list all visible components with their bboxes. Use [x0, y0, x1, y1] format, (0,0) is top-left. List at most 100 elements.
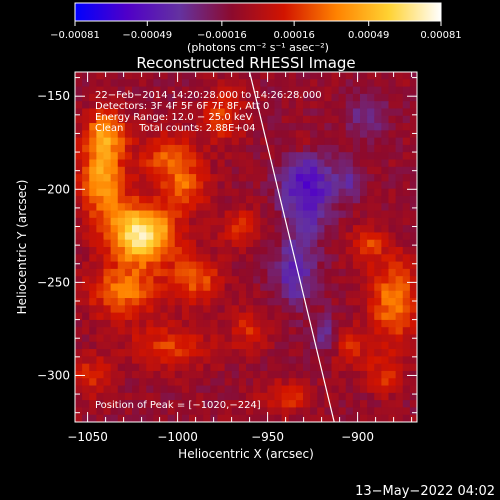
heatmap-cell: [324, 268, 333, 277]
heatmap-cell: [139, 312, 147, 321]
heatmap-cell: [132, 370, 140, 379]
heatmap-cell: [338, 152, 347, 161]
heatmap-cell: [231, 363, 240, 372]
heatmap-cell: [303, 341, 311, 350]
heatmap-cell: [352, 400, 361, 409]
heatmap-cell: [352, 334, 361, 343]
heatmap-cell: [288, 181, 297, 190]
heatmap-cell: [374, 356, 382, 365]
heatmap-cell: [395, 203, 404, 212]
heatmap-cell: [210, 305, 219, 314]
heatmap-cell: [89, 254, 97, 263]
heatmap-cell: [174, 159, 183, 168]
heatmap-cell: [238, 130, 247, 139]
heatmap-cell: [367, 217, 375, 226]
heatmap-cell: [246, 319, 254, 328]
heatmap-cell: [203, 261, 211, 270]
heatmap-cell: [246, 239, 254, 248]
heatmap-cell: [246, 298, 254, 306]
heatmap-cell: [124, 268, 133, 277]
heatmap-cell: [288, 239, 297, 248]
heatmap-cell: [96, 232, 105, 241]
heatmap-cell: [110, 181, 119, 190]
heatmap-cell: [238, 79, 247, 88]
heatmap-cell: [174, 152, 183, 161]
heatmap-cell: [253, 327, 261, 336]
heatmap-cell: [274, 159, 283, 168]
heatmap-cell: [338, 305, 347, 314]
heatmap-cell: [224, 349, 233, 357]
heatmap-cell: [303, 174, 311, 182]
heatmap-cell: [274, 254, 283, 263]
heatmap-cell: [196, 181, 204, 190]
heatmap-cell: [267, 290, 276, 299]
heatmap-cell: [352, 407, 361, 416]
heatmap-cell: [295, 283, 304, 292]
heatmap-cell: [146, 144, 154, 153]
heatmap-cell: [89, 123, 97, 131]
heatmap-cell: [203, 232, 211, 241]
heatmap-cell: [295, 305, 304, 314]
heatmap-cell: [395, 247, 404, 255]
heatmap-cell: [317, 290, 325, 299]
heatmap-cell: [345, 414, 354, 422]
heatmap-cell: [367, 349, 375, 357]
heatmap-cell: [317, 349, 325, 357]
heatmap-cell: [224, 283, 233, 292]
heatmap-cell: [110, 247, 119, 255]
heatmap-cell: [174, 298, 183, 306]
heatmap-cell: [82, 341, 90, 350]
heatmap-cell: [352, 123, 361, 131]
heatmap-cell: [388, 152, 397, 161]
heatmap-cell: [288, 276, 297, 285]
heatmap-cell: [89, 298, 97, 306]
heatmap-cell: [267, 210, 276, 219]
heatmap-cell: [174, 349, 183, 357]
heatmap-cell: [203, 378, 211, 387]
heatmap-cell: [281, 385, 290, 394]
heatmap-cell: [181, 370, 190, 379]
heatmap-cell: [367, 385, 375, 394]
heatmap-cell: [253, 312, 261, 321]
heatmap-cell: [103, 239, 112, 248]
heatmap-cell: [381, 159, 390, 168]
heatmap-cell: [388, 327, 397, 336]
heatmap-cell: [338, 195, 347, 204]
heatmap-cell: [103, 414, 112, 422]
heatmap-cell: [117, 166, 126, 175]
heatmap-cell: [274, 363, 283, 372]
heatmap-cell: [96, 239, 105, 248]
heatmap-cell: [374, 363, 382, 372]
heatmap-cell: [409, 79, 417, 88]
heatmap-cell: [196, 334, 204, 343]
heatmap-cell: [103, 108, 112, 117]
heatmap-cell: [367, 341, 375, 350]
heatmap-cell: [132, 356, 140, 365]
heatmap-cell: [167, 370, 176, 379]
heatmap-cell: [367, 407, 375, 416]
heatmap-cell: [181, 392, 190, 401]
heatmap-cell: [132, 174, 140, 182]
heatmap-cell: [246, 225, 254, 234]
heatmap-cell: [267, 378, 276, 387]
heatmap-cell: [203, 181, 211, 190]
heatmap-cell: [117, 407, 126, 416]
heatmap-cell: [388, 159, 397, 168]
heatmap-cell: [132, 363, 140, 372]
heatmap-cell: [402, 203, 411, 212]
heatmap-cell: [295, 247, 304, 255]
heatmap-cell: [345, 400, 354, 409]
heatmap-cell: [267, 247, 276, 255]
heatmap-cell: [217, 385, 226, 394]
heatmap-cell: [139, 378, 147, 387]
heatmap-cell: [231, 283, 240, 292]
heatmap-cell: [160, 370, 169, 379]
heatmap-cell: [303, 319, 311, 328]
heatmap-cell: [303, 298, 311, 306]
heatmap-cell: [82, 268, 90, 277]
heatmap-cell: [217, 72, 226, 80]
heatmap-cell: [360, 392, 368, 401]
heatmap-cell: [82, 407, 90, 416]
heatmap-cell: [338, 93, 347, 102]
heatmap-cell: [103, 137, 112, 146]
